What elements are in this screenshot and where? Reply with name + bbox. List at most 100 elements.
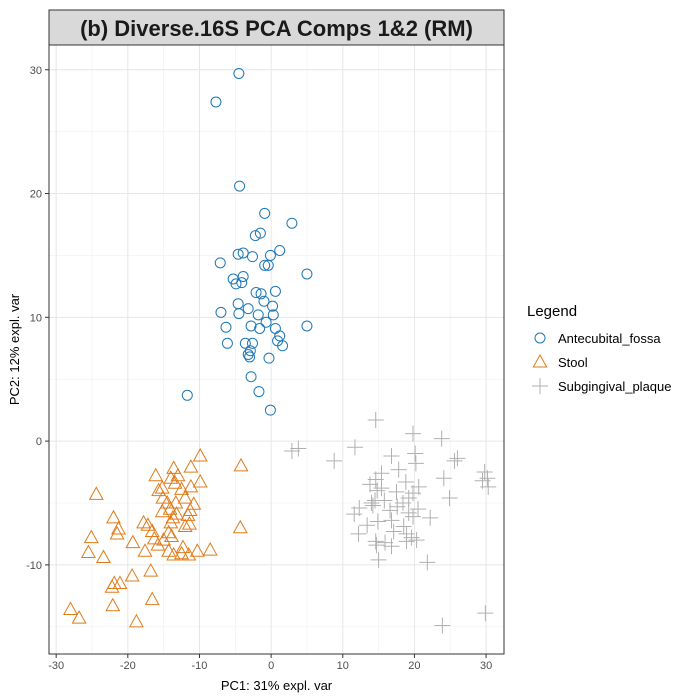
data-point [202, 541, 218, 556]
data-point [232, 519, 248, 534]
series-subgingival-plaque [283, 412, 497, 634]
data-point [258, 295, 270, 307]
legend-item: Subgingival_plaque [532, 378, 671, 394]
data-point [383, 538, 400, 555]
data-point [239, 337, 251, 349]
data-point [395, 518, 412, 535]
data-point [210, 96, 222, 108]
data-point [254, 227, 266, 239]
data-point [88, 486, 104, 500]
data-point [408, 532, 425, 549]
data-point [112, 575, 128, 589]
legend-items: Antecubital_fossa Stool Subgingival_plaque [532, 331, 671, 394]
data-point [163, 514, 179, 529]
data-point [397, 473, 414, 490]
data-point [242, 303, 254, 315]
data-point [435, 470, 452, 487]
data-point [477, 605, 494, 622]
data-point [377, 534, 394, 551]
chart-title: (b) Diverse.16S PCA Comps 1&2 (RM) [80, 16, 473, 41]
data-point [274, 330, 286, 342]
data-point [245, 320, 257, 332]
data-point [260, 316, 272, 328]
data-point [419, 554, 436, 571]
data-point [140, 517, 156, 531]
title-strip [48, 9, 505, 46]
data-point [236, 277, 248, 289]
data-point [169, 506, 185, 520]
data-point [407, 455, 424, 472]
data-point [269, 285, 281, 297]
data-point [182, 502, 198, 516]
data-point [383, 512, 400, 529]
y-tick-label: 30 [30, 65, 42, 77]
data-point [189, 543, 205, 557]
data-point [174, 481, 190, 495]
x-tick-label: -10 [192, 660, 208, 672]
data-point [214, 257, 226, 269]
legend: Legend Antecubital_fossa Stool Subgingival… [527, 303, 671, 394]
series-stool [62, 447, 249, 628]
data-point [144, 591, 160, 606]
data-point [362, 476, 379, 493]
data-point [174, 545, 190, 560]
data-point [80, 544, 96, 559]
data-point [244, 345, 256, 357]
data-point [177, 518, 193, 533]
data-point [283, 443, 300, 459]
data-point [233, 67, 245, 79]
data-point [215, 306, 227, 318]
x-tick-label: 0 [268, 660, 274, 672]
y-tick-label: 20 [30, 189, 42, 201]
y-tick-label: 0 [36, 436, 42, 448]
data-point [111, 520, 127, 535]
data-point [264, 404, 276, 416]
data-point [105, 509, 121, 524]
data-point [154, 503, 170, 518]
data-point [369, 513, 386, 530]
data-point [136, 514, 152, 529]
data-point [259, 259, 271, 271]
data-point [161, 524, 177, 539]
y-axis: -10 0 10 20 30 [26, 65, 49, 572]
data-point [259, 207, 271, 219]
data-point [441, 490, 458, 507]
data-point [105, 597, 121, 612]
data-point [150, 537, 166, 551]
legend-label: Subgingival_plaque [558, 379, 671, 394]
data-point [390, 461, 407, 478]
data-point [237, 247, 249, 259]
legend-key-cross-icon [532, 378, 548, 394]
data-point [192, 447, 208, 462]
y-tick-label: 10 [30, 312, 42, 324]
data-point [192, 473, 208, 488]
data-point [125, 534, 141, 549]
x-tick-label: 10 [337, 660, 349, 672]
series-antecubital-fossa [181, 67, 313, 416]
data-point [128, 613, 144, 628]
data-point [148, 467, 164, 482]
data-point [181, 515, 197, 530]
legend-title: Legend [527, 303, 577, 320]
data-point [274, 244, 286, 256]
data-point [233, 308, 245, 320]
data-point [480, 478, 497, 495]
data-point [263, 352, 275, 364]
data-point [388, 483, 405, 500]
data-point [220, 321, 232, 333]
data-point [373, 480, 390, 497]
legend-key-triangle-icon [532, 353, 548, 368]
data-point [407, 445, 424, 462]
panel-background [49, 45, 504, 654]
data-point [71, 610, 87, 624]
data-point [245, 371, 257, 383]
data-point [376, 492, 393, 509]
data-point [246, 251, 258, 263]
data-point [246, 337, 258, 349]
data-point [232, 248, 244, 260]
data-point [449, 450, 466, 467]
data-point [267, 309, 279, 321]
legend-item: Stool [532, 353, 588, 370]
minor-grid [49, 45, 504, 654]
data-point [253, 386, 265, 398]
